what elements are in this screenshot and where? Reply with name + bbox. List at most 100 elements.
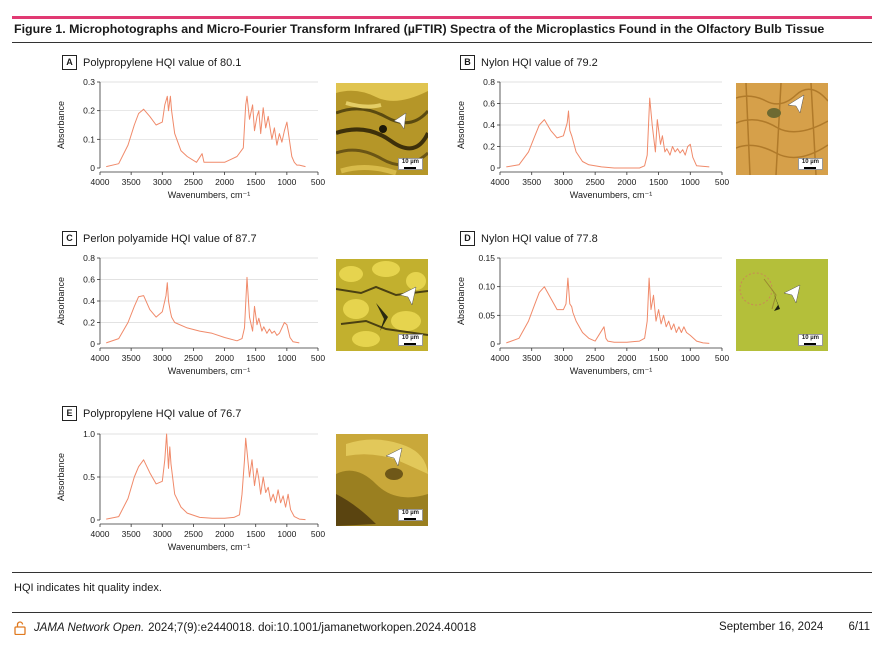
scale-bar: 10 µm bbox=[397, 334, 423, 346]
x-tick-label: 1000 bbox=[277, 177, 296, 187]
spectrum-line bbox=[506, 277, 710, 344]
y-axis-label: Absorbance bbox=[56, 453, 66, 501]
x-tick-label: 500 bbox=[311, 353, 325, 363]
accent-rule bbox=[12, 16, 872, 19]
y-tick-label: 0 bbox=[490, 339, 495, 349]
spectrum-chart-b: 0 0.2 0.4 0.6 0.8 4000 3500 3000 2500 2000 1500 100… bbox=[456, 77, 729, 200]
spectrum-line bbox=[106, 433, 306, 521]
panel-title: Polypropylene HQI value of 76.7 bbox=[83, 407, 242, 420]
scale-bar: 10 µm bbox=[797, 334, 823, 346]
spectrum-chart-e: 0 0.5 1.0 4000 3500 3000 2500 2000 1500 1000 500 Wa… bbox=[56, 429, 325, 552]
panel-letter: B bbox=[460, 55, 475, 70]
panel-c-label: C Perlon polyamide HQI value of 87.7 bbox=[62, 231, 257, 246]
panel-title: Perlon polyamide HQI value of 87.7 bbox=[83, 232, 257, 245]
microphotograph-e: 10 µm bbox=[336, 434, 428, 526]
x-tick-label: 2500 bbox=[586, 177, 605, 187]
panel-letter: E bbox=[62, 406, 77, 421]
x-tick-label: 500 bbox=[715, 353, 729, 363]
y-tick-label: 0.2 bbox=[483, 142, 495, 152]
y-axis-label: Absorbance bbox=[456, 101, 466, 149]
spectrum-chart-d: 0 0.05 0.10 0.15 4000 3500 3000 2500 2000 1500 100… bbox=[456, 253, 729, 376]
x-tick-label: 3500 bbox=[122, 177, 141, 187]
panel-title: Polypropylene HQI value of 80.1 bbox=[83, 56, 242, 69]
microphotograph-b: 10 µm bbox=[736, 83, 828, 175]
y-tick-label: 0.2 bbox=[83, 106, 95, 116]
y-tick-label: 0.6 bbox=[83, 275, 95, 285]
x-tick-label: 2000 bbox=[215, 177, 234, 187]
figure-title: Figure 1. Microphotographs and Micro-Fou… bbox=[14, 22, 825, 36]
y-tick-label: 0 bbox=[90, 515, 95, 525]
y-tick-label: 0 bbox=[90, 163, 95, 173]
x-tick-label: 2500 bbox=[184, 529, 203, 539]
x-tick-label: 500 bbox=[311, 529, 325, 539]
title-divider bbox=[12, 42, 872, 43]
citation-divider bbox=[12, 612, 872, 613]
x-tick-label: 2500 bbox=[184, 353, 203, 363]
x-axis-label: Wavenumbers, cm⁻¹ bbox=[168, 542, 250, 552]
microphotograph-a: 10 µm bbox=[336, 83, 428, 175]
y-tick-label: 0.4 bbox=[83, 296, 95, 306]
x-tick-label: 3500 bbox=[522, 353, 541, 363]
scale-bar: 10 µm bbox=[397, 509, 423, 521]
panel-e-label: E Polypropylene HQI value of 76.7 bbox=[62, 406, 241, 421]
x-tick-label: 4000 bbox=[91, 353, 110, 363]
x-tick-label: 500 bbox=[715, 177, 729, 187]
x-tick-label: 1500 bbox=[246, 529, 265, 539]
spectrum-chart-c: 0 0.2 0.4 0.6 0.8 4000 3500 3000 2500 2000 1500 100… bbox=[56, 253, 325, 376]
y-tick-label: 0.3 bbox=[83, 77, 95, 87]
panel-d-label: D Nylon HQI value of 77.8 bbox=[460, 231, 598, 246]
x-tick-label: 1500 bbox=[649, 353, 668, 363]
x-axis-label: Wavenumbers, cm⁻¹ bbox=[168, 190, 250, 200]
date-and-page: September 16, 2024 6/11 bbox=[719, 621, 870, 633]
x-tick-label: 4000 bbox=[491, 353, 510, 363]
y-axis-label: Absorbance bbox=[56, 277, 66, 325]
x-tick-label: 3500 bbox=[522, 177, 541, 187]
y-tick-label: 0.05 bbox=[478, 310, 495, 320]
x-tick-label: 4000 bbox=[491, 177, 510, 187]
footnote: HQI indicates hit quality index. bbox=[14, 582, 162, 594]
publication-date: September 16, 2024 bbox=[719, 621, 824, 633]
scale-bar: 10 µm bbox=[397, 158, 423, 170]
x-tick-label: 3000 bbox=[554, 353, 573, 363]
panel-letter: D bbox=[460, 231, 475, 246]
x-axis-label: Wavenumbers, cm⁻¹ bbox=[570, 366, 652, 376]
x-tick-label: 1000 bbox=[681, 353, 700, 363]
y-tick-label: 1.0 bbox=[83, 429, 95, 439]
citation-text: 2024;7(9):e2440018. doi:10.1001/jamanetw… bbox=[148, 622, 477, 634]
x-tick-label: 3000 bbox=[153, 529, 172, 539]
y-tick-label: 0 bbox=[90, 339, 95, 349]
panel-title: Nylon HQI value of 77.8 bbox=[481, 232, 598, 245]
y-tick-label: 0.10 bbox=[478, 282, 495, 292]
x-tick-label: 2000 bbox=[617, 353, 636, 363]
journal-name: JAMA Network Open. bbox=[34, 622, 145, 634]
x-tick-label: 4000 bbox=[91, 529, 110, 539]
x-tick-label: 500 bbox=[311, 177, 325, 187]
x-tick-label: 3000 bbox=[153, 353, 172, 363]
panel-a-label: A Polypropylene HQI value of 80.1 bbox=[62, 55, 241, 70]
y-tick-label: 0.1 bbox=[83, 134, 95, 144]
microphotograph-c: 10 µm bbox=[336, 259, 428, 351]
y-tick-label: 0.8 bbox=[83, 253, 95, 263]
spectrum-chart-a: 0 0.1 0.2 0.3 4000 3500 3000 2500 2000 1500 1000 50… bbox=[56, 77, 325, 200]
y-axis-label: Absorbance bbox=[456, 277, 466, 325]
spectrum-line bbox=[106, 276, 300, 344]
x-tick-label: 1000 bbox=[681, 177, 700, 187]
citation: JAMA Network Open. 2024;7(9):e2440018. d… bbox=[14, 621, 476, 635]
x-tick-label: 1000 bbox=[277, 529, 296, 539]
x-tick-label: 3500 bbox=[122, 529, 141, 539]
x-axis-label: Wavenumbers, cm⁻¹ bbox=[168, 366, 250, 376]
x-tick-label: 1500 bbox=[246, 353, 265, 363]
page-number: 6/11 bbox=[848, 621, 870, 633]
x-tick-label: 2000 bbox=[215, 353, 234, 363]
x-tick-label: 1500 bbox=[246, 177, 265, 187]
x-axis-label: Wavenumbers, cm⁻¹ bbox=[570, 190, 652, 200]
x-tick-label: 2500 bbox=[586, 353, 605, 363]
microphotograph-d: 10 µm bbox=[736, 259, 828, 351]
x-tick-label: 2000 bbox=[215, 529, 234, 539]
scale-bar: 10 µm bbox=[797, 158, 823, 170]
x-tick-label: 1000 bbox=[277, 353, 296, 363]
y-tick-label: 0 bbox=[490, 163, 495, 173]
y-tick-label: 0.4 bbox=[483, 120, 495, 130]
y-tick-label: 0.15 bbox=[478, 253, 495, 263]
panel-title: Nylon HQI value of 79.2 bbox=[481, 56, 598, 69]
